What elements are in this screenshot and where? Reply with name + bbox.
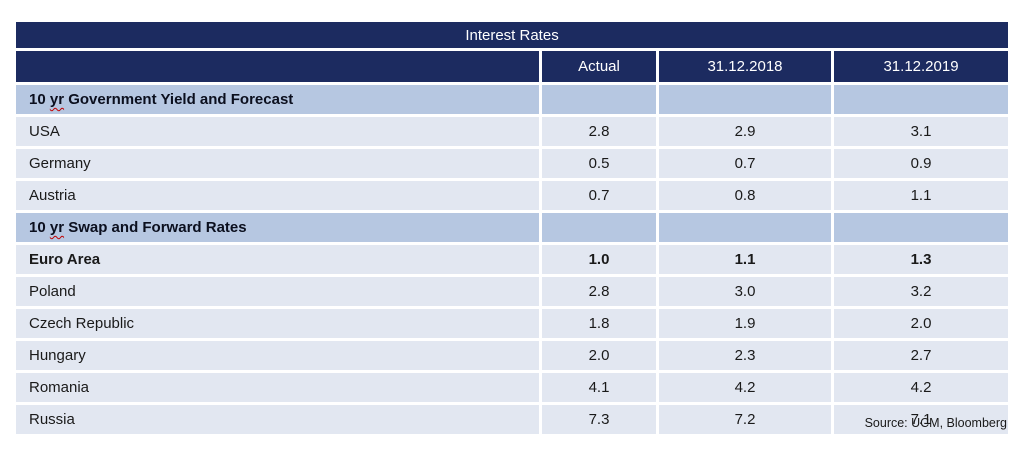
row-label: Austria [16,181,539,210]
value-cell: 4.1 [542,373,656,402]
section-empty-cell [659,213,831,242]
section-empty-cell [542,213,656,242]
section-label-spellcheck: yr [49,219,65,236]
table-row-hungary: Hungary 2.0 2.3 2.7 [16,341,1009,370]
section-label-pre: 10 [29,91,50,108]
value-cell: 4.2 [659,373,831,402]
section-label-rest: Swap and Forward Rates [64,219,247,236]
section-label-spellcheck: yr [49,91,65,108]
source-note: Source: UCM, Bloomberg [864,416,1007,430]
value-cell: 2.8 [542,277,656,306]
section-row-swap-forward: 10 yr Swap and Forward Rates [16,213,1009,242]
value-cell: 1.3 [834,245,1009,274]
column-header-blank [16,51,539,82]
value-cell: 0.7 [659,149,831,178]
table-row-czech-republic: Czech Republic 1.8 1.9 2.0 [16,309,1009,338]
table-title-row: Interest Rates [16,22,1009,48]
row-label: Hungary [16,341,539,370]
value-cell: 0.8 [659,181,831,210]
value-cell: 1.8 [542,309,656,338]
value-cell: 7.2 [659,405,831,434]
value-cell: 2.7 [834,341,1009,370]
row-label: Germany [16,149,539,178]
value-cell: 3.2 [834,277,1009,306]
table-row-austria: Austria 0.7 0.8 1.1 [16,181,1009,210]
row-label: USA [16,117,539,146]
section-label-pre: 10 [29,219,50,236]
table-title: Interest Rates [16,22,1009,48]
table-row-russia: Russia 7.3 7.2 7.1 [16,405,1009,434]
section-empty-cell [659,85,831,114]
value-cell: 2.3 [659,341,831,370]
table-row-euro-area: Euro Area 1.0 1.1 1.3 [16,245,1009,274]
value-cell: 0.7 [542,181,656,210]
row-label: Euro Area [16,245,539,274]
value-cell: 1.1 [834,181,1009,210]
column-header-2018: 31.12.2018 [659,51,831,82]
table-row-poland: Poland 2.8 3.0 3.2 [16,277,1009,306]
section-label-rest: Government Yield and Forecast [64,91,294,108]
section-row-government-yield: 10 yr Government Yield and Forecast [16,85,1009,114]
row-label: Russia [16,405,539,434]
interest-rates-table: Interest Rates Actual 31.12.2018 31.12.2… [13,19,1011,437]
column-header-row: Actual 31.12.2018 31.12.2019 [16,51,1009,82]
table-row-usa: USA 2.8 2.9 3.1 [16,117,1009,146]
column-header-actual: Actual [542,51,656,82]
value-cell: 3.0 [659,277,831,306]
value-cell: 1.9 [659,309,831,338]
section-empty-cell [542,85,656,114]
value-cell: 0.9 [834,149,1009,178]
row-label: Romania [16,373,539,402]
value-cell: 2.9 [659,117,831,146]
row-label: Poland [16,277,539,306]
value-cell: 1.0 [542,245,656,274]
value-cell: 2.0 [542,341,656,370]
value-cell: 1.1 [659,245,831,274]
section-label: 10 yr Swap and Forward Rates [16,213,539,242]
table-row-germany: Germany 0.5 0.7 0.9 [16,149,1009,178]
value-cell: 4.2 [834,373,1009,402]
row-label: Czech Republic [16,309,539,338]
section-empty-cell [834,213,1009,242]
section-label: 10 yr Government Yield and Forecast [16,85,539,114]
value-cell: 0.5 [542,149,656,178]
value-cell: 2.0 [834,309,1009,338]
section-empty-cell [834,85,1009,114]
table-row-romania: Romania 4.1 4.2 4.2 [16,373,1009,402]
value-cell: 7.3 [542,405,656,434]
value-cell: 3.1 [834,117,1009,146]
value-cell: 2.8 [542,117,656,146]
value-cell: 7.1 [834,405,1009,434]
column-header-2019: 31.12.2019 [834,51,1009,82]
